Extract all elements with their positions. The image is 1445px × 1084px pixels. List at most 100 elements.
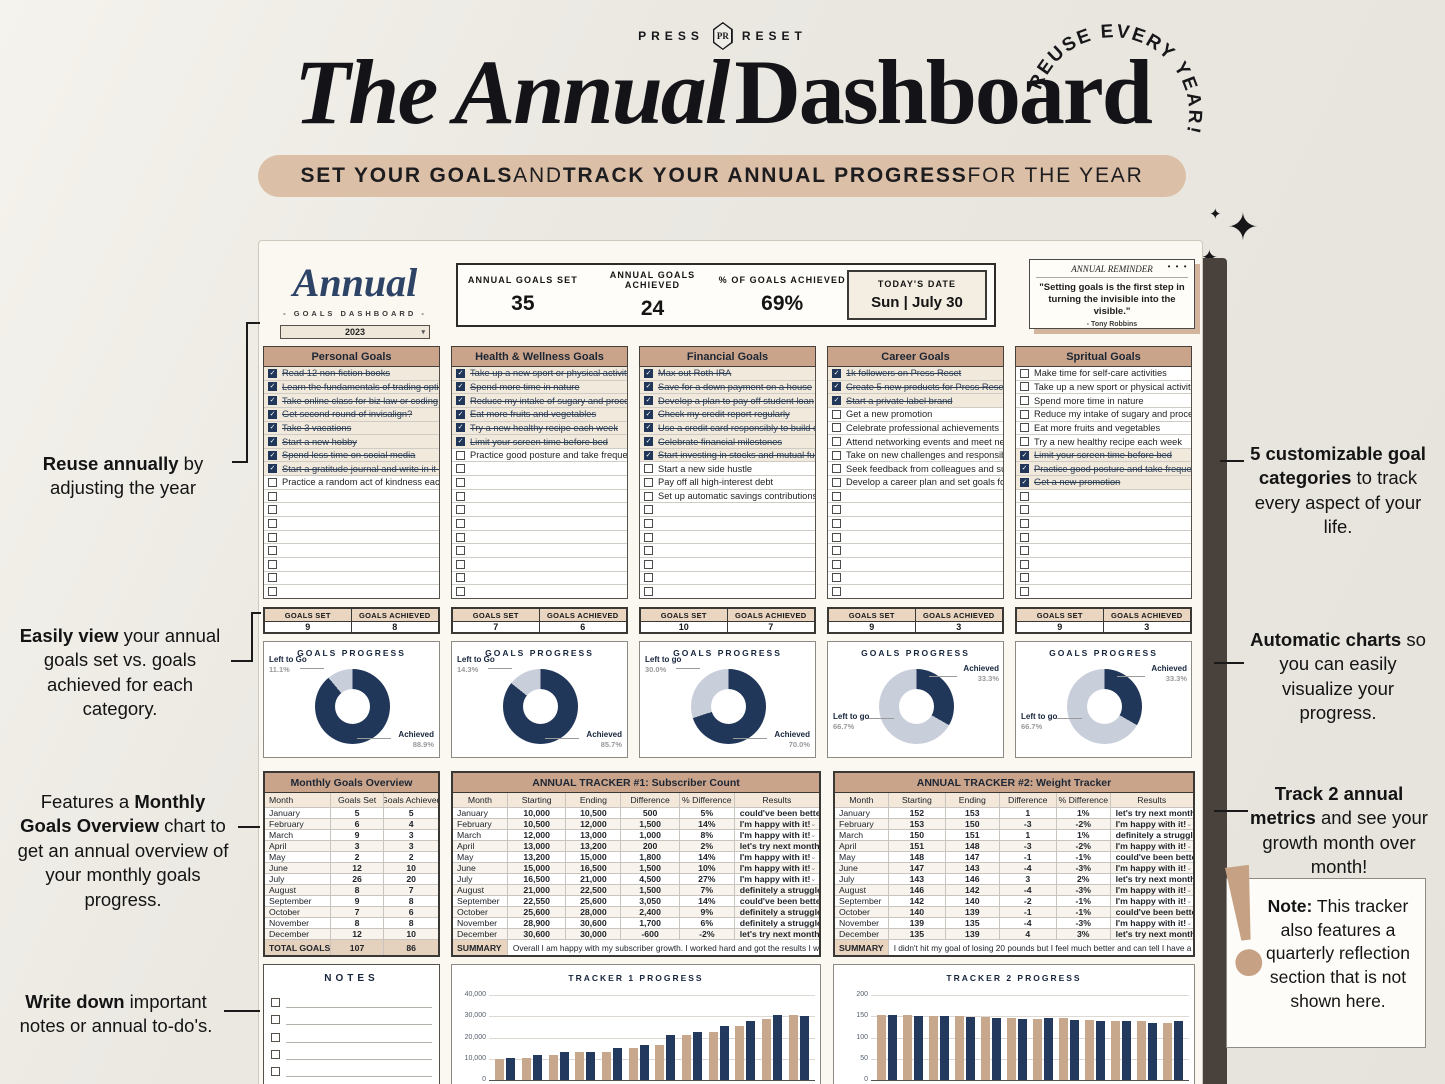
note-checkbox[interactable]: [271, 1032, 280, 1042]
goal-checkbox[interactable]: [832, 532, 841, 542]
goal-checkbox[interactable]: ✓: [644, 396, 653, 406]
goal-checkbox[interactable]: [456, 573, 465, 583]
goal-checkbox[interactable]: [1020, 546, 1029, 556]
results-dropdown-cell[interactable]: let's try next month⌄: [1115, 929, 1193, 939]
goal-checkbox[interactable]: ✓: [1020, 450, 1029, 460]
results-dropdown-cell[interactable]: definitely a struggle⌄: [739, 907, 819, 917]
goal-checkbox[interactable]: [456, 587, 465, 597]
results-dropdown-cell[interactable]: I'm happy with it! ⌄: [1115, 896, 1193, 906]
goal-checkbox[interactable]: [644, 546, 653, 556]
goal-checkbox[interactable]: [1020, 437, 1029, 447]
results-dropdown-cell[interactable]: could've been better⌄: [739, 808, 819, 818]
goal-checkbox[interactable]: [268, 587, 277, 597]
goal-checkbox[interactable]: [832, 559, 841, 569]
goal-checkbox[interactable]: [832, 423, 841, 433]
goal-checkbox[interactable]: ✓: [456, 396, 465, 406]
goal-checkbox[interactable]: [1020, 409, 1029, 419]
goal-checkbox[interactable]: ✓: [268, 409, 277, 419]
goal-checkbox[interactable]: ✓: [268, 464, 277, 474]
goal-checkbox[interactable]: [644, 491, 653, 501]
goal-checkbox[interactable]: [832, 587, 841, 597]
goal-checkbox[interactable]: [1020, 382, 1029, 392]
goal-checkbox[interactable]: [268, 505, 277, 515]
goal-checkbox[interactable]: [644, 587, 653, 597]
goal-checkbox[interactable]: ✓: [644, 368, 653, 378]
goal-checkbox[interactable]: ✓: [456, 368, 465, 378]
goal-checkbox[interactable]: [268, 477, 277, 487]
goal-checkbox[interactable]: [644, 518, 653, 528]
goal-checkbox[interactable]: [644, 477, 653, 487]
note-checkbox[interactable]: [271, 1049, 280, 1059]
goal-checkbox[interactable]: ✓: [644, 409, 653, 419]
results-dropdown-cell[interactable]: let's try next month⌄: [739, 929, 819, 939]
results-dropdown-cell[interactable]: I'm happy with it! ⌄: [739, 852, 817, 862]
goal-checkbox[interactable]: [268, 491, 277, 501]
results-dropdown-cell[interactable]: definitely a struggle⌄: [739, 885, 819, 895]
goal-checkbox[interactable]: [832, 464, 841, 474]
goal-checkbox[interactable]: [268, 518, 277, 528]
goal-checkbox[interactable]: [832, 491, 841, 501]
goal-checkbox[interactable]: [1020, 368, 1029, 378]
results-dropdown-cell[interactable]: I'm happy with it! ⌄: [739, 874, 817, 884]
results-dropdown-cell[interactable]: I'm happy with it! ⌄: [1115, 863, 1193, 873]
goal-checkbox[interactable]: [456, 491, 465, 501]
goal-checkbox[interactable]: ✓: [268, 437, 277, 447]
goal-checkbox[interactable]: [1020, 532, 1029, 542]
goal-checkbox[interactable]: ✓: [644, 382, 653, 392]
goal-checkbox[interactable]: [1020, 587, 1029, 597]
goal-checkbox[interactable]: ✓: [456, 382, 465, 392]
goal-checkbox[interactable]: [832, 450, 841, 460]
goal-checkbox[interactable]: [456, 464, 465, 474]
goal-checkbox[interactable]: [644, 573, 653, 583]
goal-checkbox[interactable]: [268, 559, 277, 569]
goal-checkbox[interactable]: [644, 532, 653, 542]
results-dropdown-cell[interactable]: could've been better⌄: [1115, 852, 1193, 862]
goal-checkbox[interactable]: [456, 559, 465, 569]
goal-checkbox[interactable]: ✓: [1020, 477, 1029, 487]
goal-checkbox[interactable]: [1020, 518, 1029, 528]
goal-checkbox[interactable]: [832, 573, 841, 583]
goal-checkbox[interactable]: [832, 505, 841, 515]
goal-checkbox[interactable]: [832, 546, 841, 556]
results-dropdown-cell[interactable]: let's try next month⌄: [1115, 808, 1193, 818]
goal-checkbox[interactable]: [832, 477, 841, 487]
results-dropdown-cell[interactable]: let's try next month⌄: [1115, 874, 1193, 884]
results-dropdown-cell[interactable]: let's try next month⌄: [739, 841, 819, 851]
results-dropdown-cell[interactable]: I'm happy with it! ⌄: [1115, 885, 1193, 895]
goal-checkbox[interactable]: [268, 573, 277, 583]
goal-checkbox[interactable]: [644, 464, 653, 474]
goal-checkbox[interactable]: ✓: [644, 437, 653, 447]
goal-checkbox[interactable]: [456, 532, 465, 542]
year-dropdown[interactable]: 2023 ▾: [280, 325, 430, 339]
note-checkbox[interactable]: [271, 998, 280, 1008]
goal-checkbox[interactable]: ✓: [644, 423, 653, 433]
goal-checkbox[interactable]: ✓: [456, 437, 465, 447]
goal-checkbox[interactable]: [1020, 559, 1029, 569]
kebab-menu-icon[interactable]: • • •: [1167, 262, 1188, 271]
goal-checkbox[interactable]: ✓: [832, 396, 841, 406]
goal-checkbox[interactable]: [268, 532, 277, 542]
goal-checkbox[interactable]: ✓: [268, 368, 277, 378]
goal-checkbox[interactable]: [1020, 505, 1029, 515]
results-dropdown-cell[interactable]: I'm happy with it! ⌄: [1115, 918, 1193, 928]
goal-checkbox[interactable]: ✓: [268, 450, 277, 460]
goal-checkbox[interactable]: [456, 477, 465, 487]
goal-checkbox[interactable]: ✓: [832, 382, 841, 392]
results-dropdown-cell[interactable]: I'm happy with it! ⌄: [739, 863, 817, 873]
goal-checkbox[interactable]: [456, 546, 465, 556]
goal-checkbox[interactable]: ✓: [832, 368, 841, 378]
goal-checkbox[interactable]: ✓: [456, 423, 465, 433]
goal-checkbox[interactable]: [1020, 573, 1029, 583]
goal-checkbox[interactable]: ✓: [456, 409, 465, 419]
goal-checkbox[interactable]: [644, 559, 653, 569]
goal-checkbox[interactable]: [832, 518, 841, 528]
results-dropdown-cell[interactable]: I'm happy with it! ⌄: [1115, 819, 1193, 829]
goal-checkbox[interactable]: [1020, 491, 1029, 501]
results-dropdown-cell[interactable]: I'm happy with it! ⌄: [1115, 841, 1193, 851]
note-checkbox[interactable]: [271, 1015, 280, 1025]
results-dropdown-cell[interactable]: definitely a struggle⌄: [1115, 830, 1193, 840]
goal-checkbox[interactable]: [268, 546, 277, 556]
goal-checkbox[interactable]: ✓: [268, 396, 277, 406]
goal-checkbox[interactable]: [832, 437, 841, 447]
goal-checkbox[interactable]: ✓: [268, 423, 277, 433]
